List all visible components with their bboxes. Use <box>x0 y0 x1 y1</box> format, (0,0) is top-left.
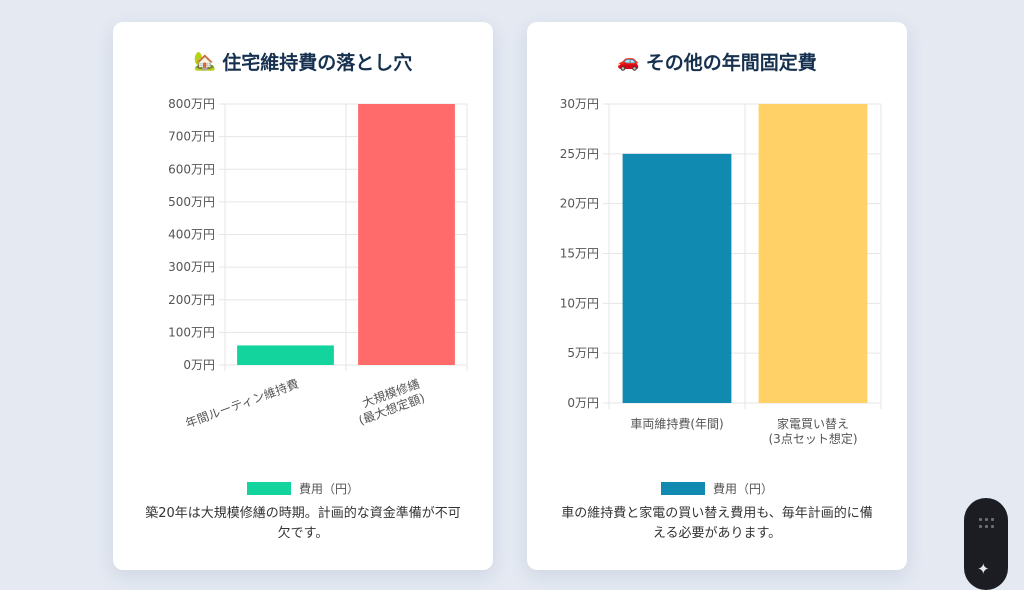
legend-swatch <box>660 482 705 495</box>
y-tick-label: 5万円 <box>567 346 599 360</box>
x-tick-label: 家電買い替え(3点セット想定) <box>769 416 858 446</box>
bar <box>237 345 334 365</box>
x-tick-label-line: 年間ルーティン維持費 <box>183 376 300 431</box>
y-tick-label: 0万円 <box>567 396 599 410</box>
x-tick-label-line: 車両維持費(年間) <box>630 416 723 431</box>
y-tick-label: 0万円 <box>183 358 215 372</box>
y-tick-label: 20万円 <box>560 197 599 211</box>
y-tick-label: 300万円 <box>168 260 215 274</box>
legend-label: 費用（円） <box>712 482 773 496</box>
y-tick-label: 100万円 <box>168 325 215 339</box>
fixed-cost-card: 🚗 その他の年間固定費 0万円 5万円 10万円 15万円 20万円 25万円 30万円車両… <box>527 22 907 570</box>
y-tick-label: 700万円 <box>168 130 215 144</box>
y-tick-label: 25万円 <box>560 147 599 161</box>
card-title-text: その他の年間固定費 <box>645 52 817 74</box>
card-title: 🚗 その他の年間固定費 <box>527 48 907 75</box>
x-tick-label: 大規模修繕(最大想定額) <box>351 376 426 428</box>
housing-cost-chart: 0万円 100万円 200万円 300万円 400万円 500万円 600万円 700万円 80… <box>168 97 468 431</box>
x-tick-label-line: 家電買い替え <box>777 416 849 431</box>
housing-cost-card: 🏡 住宅維持費の落とし穴 0万円 100万円 200万円 300万円 400万円 500万… <box>113 22 493 570</box>
card-note: 車の維持費と家電の買い替え費用も、毎年計画的に備える必要があります。 <box>561 506 873 541</box>
car-icon: 🚗 <box>617 51 640 72</box>
x-tick-label: 車両維持費(年間) <box>630 416 723 431</box>
y-tick-label: 200万円 <box>168 293 215 307</box>
chart-legend[interactable]: 費用（円） <box>113 480 493 497</box>
house-icon: 🏡 <box>193 51 217 72</box>
bar <box>622 153 732 403</box>
x-tick-label: 年間ルーティン維持費 <box>183 376 300 431</box>
sparkle-icon[interactable]: ✦ <box>977 560 990 578</box>
bar <box>758 104 868 403</box>
x-tick-label-line: (3点セット想定) <box>769 431 858 446</box>
card-title-text: 住宅維持費の落とし穴 <box>222 52 413 74</box>
y-tick-label: 400万円 <box>168 228 215 242</box>
legend-label: 費用（円） <box>298 482 359 496</box>
y-tick-label: 500万円 <box>168 195 215 209</box>
card-title: 🏡 住宅維持費の落とし穴 <box>113 48 493 75</box>
y-tick-label: 800万円 <box>168 97 215 111</box>
bar <box>358 104 455 365</box>
y-tick-label: 15万円 <box>560 247 599 261</box>
card-note: 築20年は大規模修繕の時期。計画的な資金準備が不可欠です。 <box>145 506 461 541</box>
legend-swatch <box>246 482 291 495</box>
chart-legend[interactable]: 費用（円） <box>527 480 907 497</box>
y-tick-label: 600万円 <box>168 162 215 176</box>
floating-widget[interactable]: ✦ <box>964 498 1008 590</box>
grip-dots-icon[interactable] <box>979 518 994 528</box>
y-tick-label: 30万円 <box>560 97 599 111</box>
y-tick-label: 10万円 <box>560 296 599 310</box>
